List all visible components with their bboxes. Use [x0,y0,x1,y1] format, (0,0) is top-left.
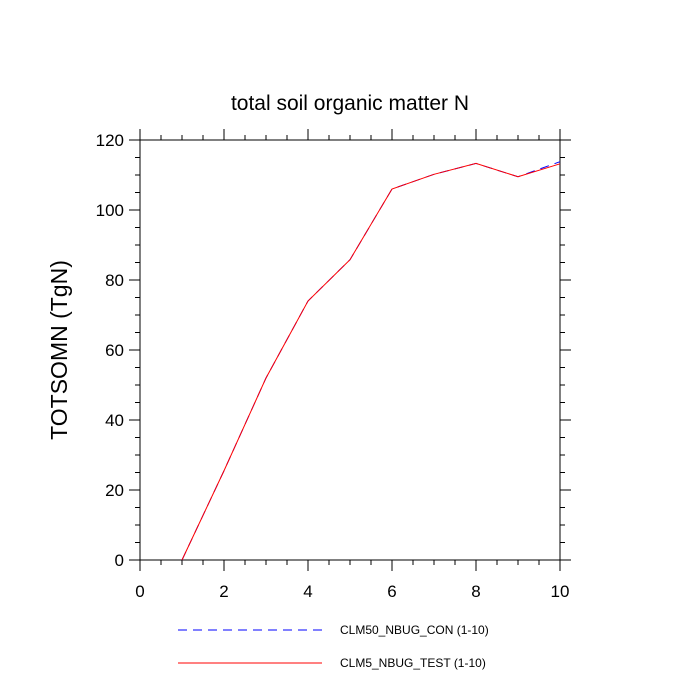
series-layer [181,161,561,561]
y-tick-label: 20 [105,481,124,500]
x-tick-label: 6 [387,582,396,601]
series-line-0 [181,161,561,561]
y-tick-label: 60 [105,341,124,360]
y-tick-label: 120 [96,131,124,150]
legend: CLM50_NBUG_CON (1-10) CLM5_NBUG_TEST (1-1… [178,623,489,670]
y-tick-label: 100 [96,201,124,220]
legend-label-1: CLM5_NBUG_TEST (1-10) [340,656,486,670]
x-tick-label: 8 [471,582,480,601]
x-tick-label: 4 [303,582,312,601]
series-line-1 [181,162,561,561]
y-axis-label: TOTSOMN (TgN) [46,260,72,440]
plot-frame [139,139,561,561]
axes: 0 20 40 60 80 100 120 0 2 4 6 8 10 [96,129,571,601]
x-tick-label: 10 [551,582,570,601]
x-tick-label: 2 [219,582,228,601]
chart-title: total soil organic matter N [231,92,469,115]
y-tick-label: 40 [105,411,124,430]
y-tick-label: 80 [105,271,124,290]
x-tick-label: 0 [135,582,144,601]
y-tick-label: 0 [115,551,124,570]
legend-label-0: CLM50_NBUG_CON (1-10) [340,623,489,637]
